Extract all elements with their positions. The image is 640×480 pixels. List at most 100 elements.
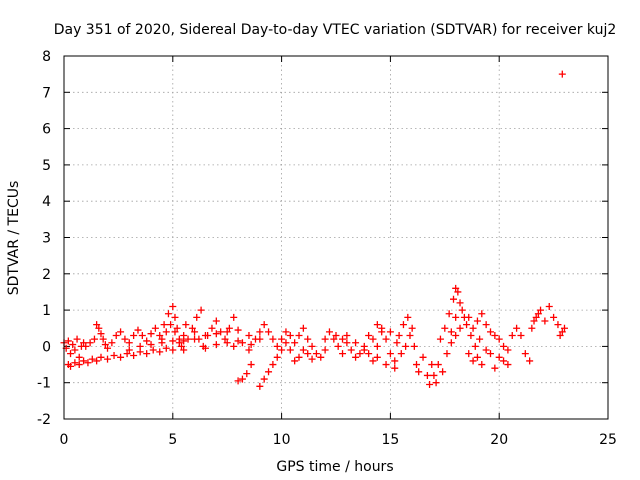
data-point [251,335,259,343]
chart-title: Day 351 of 2020, Sidereal Day-to-day VTE… [54,22,617,38]
data-point [247,341,255,349]
data-point [495,335,503,343]
grid-lines [64,56,608,419]
data-point [82,342,90,350]
data-point [447,339,455,347]
data-point [212,317,220,325]
data-point [136,342,144,350]
data-point [171,313,179,321]
data-point [282,339,290,347]
data-point [99,335,107,343]
data-point [465,350,473,358]
data-point [178,342,186,350]
data-point [545,302,553,310]
y-tick-label: 2 [42,267,51,283]
data-point [88,355,96,363]
data-point [238,339,246,347]
data-point [167,321,175,329]
data-point [134,326,142,334]
data-point [452,313,460,321]
data-point [143,350,151,358]
data-point [291,339,299,347]
data-point [201,344,209,352]
data-point [541,317,549,325]
data-point [463,321,471,329]
data-point [434,361,442,369]
x-tick-label: 20 [490,432,508,448]
data-points [60,70,568,390]
data-point [428,361,436,369]
data-point [393,339,401,347]
data-point [471,342,479,350]
data-point [256,382,264,390]
data-point [191,328,199,336]
data-point [347,346,355,354]
data-point [465,313,473,321]
data-point [143,337,151,345]
data-point [432,379,440,387]
data-point [295,332,303,340]
data-point [469,324,477,332]
data-point [86,339,94,347]
data-point [151,324,159,332]
y-tick-label: 6 [42,122,51,138]
data-point [397,350,405,358]
data-point [138,332,146,340]
data-point [243,370,251,378]
data-point [382,335,390,343]
data-point [360,346,368,354]
data-point [282,328,290,336]
data-point [104,355,112,363]
data-point [476,335,484,343]
data-point [378,324,386,332]
data-point [64,337,72,345]
data-point [330,335,338,343]
data-point [201,332,209,340]
data-point [108,339,116,347]
data-point [80,357,88,365]
data-point [80,339,88,347]
data-point [558,70,566,78]
data-point [454,288,462,296]
data-point [156,332,164,340]
x-tick-label: 5 [168,432,177,448]
data-point [234,377,242,385]
data-point [90,335,98,343]
data-point [334,342,342,350]
data-point [486,350,494,358]
data-point [486,328,494,336]
data-point [391,364,399,372]
y-axis-label: SDTVAR / TECUs [6,181,22,296]
data-point [234,326,242,334]
data-point [352,353,360,361]
data-point [278,346,286,354]
data-point [125,346,133,354]
data-point [365,350,373,358]
data-point [369,335,377,343]
data-point [238,375,246,383]
data-point [71,346,79,354]
data-point [97,353,105,361]
data-point [223,328,231,336]
y-tick-label: -2 [37,412,51,428]
data-point [530,317,538,325]
data-point [245,346,253,354]
data-point [95,324,103,332]
data-point [67,362,75,370]
data-point [504,361,512,369]
data-point [343,332,351,340]
data-point [467,332,475,340]
data-point [382,361,390,369]
data-point [173,324,181,332]
plot-frame [63,55,609,420]
data-point [452,284,460,292]
y-tick-label: 3 [42,231,51,247]
data-point [410,342,418,350]
data-point [147,341,155,349]
data-point [308,342,316,350]
data-point [500,342,508,350]
data-point [69,341,77,349]
data-point [299,346,307,354]
data-point [386,350,394,358]
data-point [386,328,394,336]
